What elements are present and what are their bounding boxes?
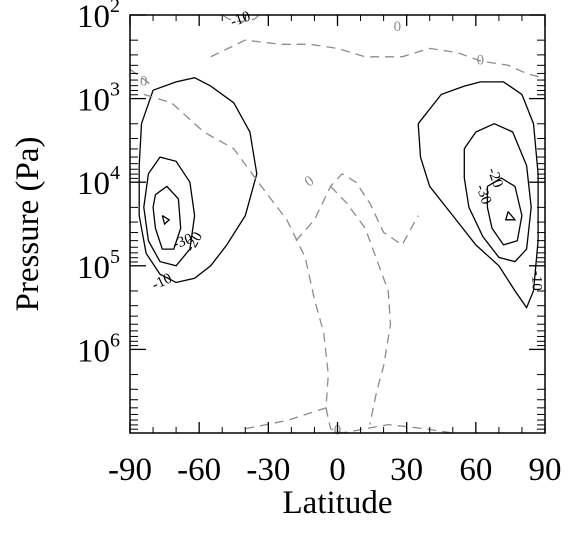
- contour-label-11: -10: [528, 271, 544, 291]
- x-tick-label-1: -60: [177, 452, 221, 488]
- contour-label-1: -10: [228, 9, 252, 31]
- contour-label-4: 0: [302, 173, 317, 190]
- contour-line-13: [221, 14, 260, 23]
- y-ticks: 102 103 104 105 106: [77, 0, 545, 430]
- contour-line-12: [210, 39, 543, 79]
- x-ticks: -90 -60 -30 0 30 60 90: [108, 15, 562, 488]
- contour-line-11: [295, 172, 419, 246]
- contour-labels: 0-100000-10-30-20-30-20-10: [140, 9, 544, 439]
- contour-label-7: -30: [171, 231, 195, 253]
- contour-line-2: [152, 185, 182, 250]
- contour-line-10: [330, 185, 392, 425]
- contour-line-3: [161, 215, 171, 226]
- y-tick-label-1: 103: [77, 79, 120, 119]
- contour-line-8: [143, 93, 329, 430]
- y-tick-label-4: 106: [77, 329, 120, 369]
- contour-lines: [129, 14, 543, 434]
- contour-label-6: -10: [150, 271, 175, 294]
- x-axis-label: Latitude: [283, 485, 393, 521]
- contour-line-6: [486, 177, 523, 246]
- x-tick-label-6: 90: [529, 452, 562, 488]
- y-tick-label-3: 105: [77, 246, 120, 286]
- contour-line-5: [463, 122, 532, 263]
- contour-label-9: -30: [472, 182, 494, 206]
- contour-label-0: 0: [140, 73, 148, 89]
- y-tick-label-2: 104: [77, 162, 120, 202]
- x-tick-label-5: 60: [459, 452, 492, 488]
- contour-line-1: [143, 156, 196, 267]
- x-tick-label-2: -30: [246, 452, 290, 488]
- y-axis-label: Pressure (Pa): [10, 136, 46, 311]
- contour-label-3: 0: [477, 52, 485, 68]
- contour-label-2: 0: [394, 19, 402, 35]
- contour-line-9: [325, 407, 453, 434]
- contour-line-14: [129, 68, 154, 87]
- contour-label-10: -20: [484, 166, 506, 190]
- contour-line-0: [138, 77, 258, 284]
- x-tick-label-0: -90: [108, 452, 152, 488]
- y-tick-label-0: 102: [77, 0, 120, 35]
- x-tick-label-3: 0: [329, 452, 346, 488]
- x-tick-label-4: 30: [390, 452, 423, 488]
- contour-line-7: [504, 211, 517, 221]
